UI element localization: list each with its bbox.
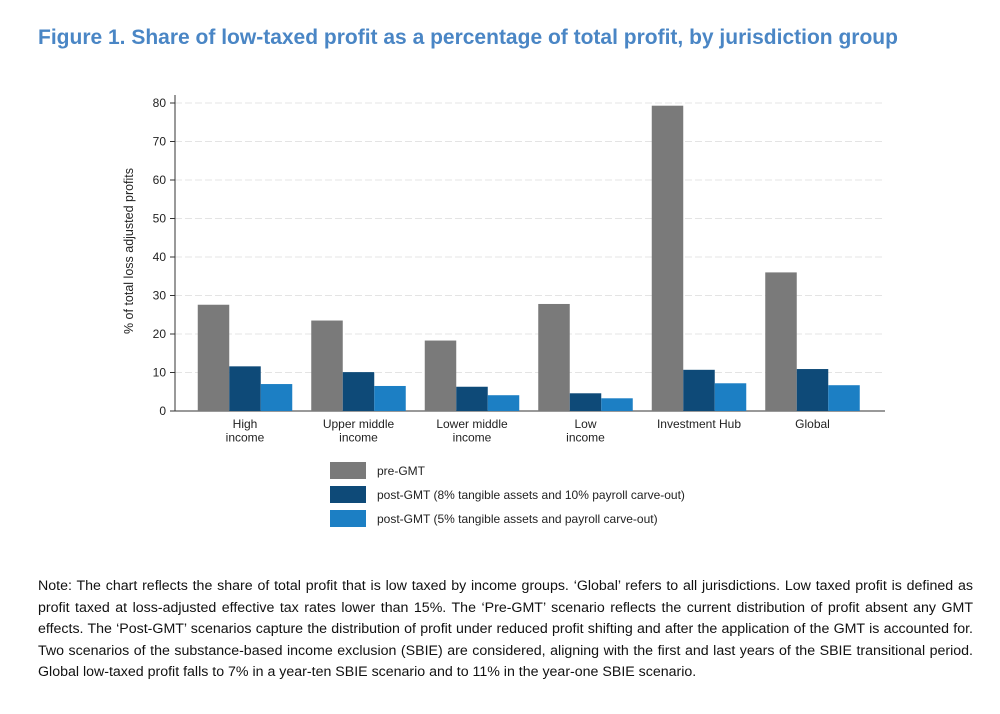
- x-tick-label: High: [233, 417, 258, 431]
- x-tick-label: income: [226, 431, 265, 445]
- bar-post-gmt-1: [456, 386, 488, 411]
- legend-label: post-GMT (5% tangible assets and payroll…: [377, 512, 658, 526]
- y-tick-label: 40: [153, 250, 167, 264]
- figure-note: Note: The chart reflects the share of to…: [38, 578, 973, 680]
- figure-title: Figure 1. Share of low-taxed profit as a…: [38, 26, 898, 49]
- y-tick-label: 70: [153, 135, 167, 149]
- x-tick-label: Low: [574, 417, 596, 431]
- x-tick-label: Lower middle: [436, 417, 508, 431]
- bar-pre-gmt: [424, 340, 457, 411]
- bar-pre-gmt: [651, 105, 684, 411]
- y-tick-label: 20: [153, 327, 167, 341]
- x-tick-label: income: [566, 431, 605, 445]
- legend-swatch: [330, 462, 366, 479]
- y-tick-label: 10: [153, 366, 167, 380]
- bar-post-gmt-2: [714, 383, 747, 411]
- legend-swatch: [330, 510, 366, 527]
- y-tick-label: 50: [153, 212, 167, 226]
- bar-post-gmt-2: [601, 398, 633, 411]
- bar-post-gmt-1: [683, 369, 715, 411]
- bar-pre-gmt: [311, 320, 343, 411]
- x-tick-label: Global: [795, 417, 830, 431]
- y-tick-label: 60: [153, 173, 167, 187]
- x-tick-label: income: [339, 431, 378, 445]
- bar-post-gmt-2: [374, 385, 406, 411]
- bar-post-gmt-1: [569, 393, 602, 411]
- bar-pre-gmt: [765, 272, 797, 411]
- bar-post-gmt-1: [229, 366, 261, 411]
- bar-post-gmt-2: [828, 385, 860, 411]
- x-tick-label: Investment Hub: [657, 417, 741, 431]
- bar-pre-gmt: [197, 304, 230, 411]
- bar-post-gmt-2: [487, 395, 520, 411]
- bar-pre-gmt: [538, 303, 570, 411]
- y-tick-label: 80: [153, 96, 167, 110]
- y-axis-label: % of total loss adjusted profits: [122, 168, 136, 334]
- y-tick-label: 0: [159, 404, 166, 418]
- legend-label: post-GMT (8% tangible assets and 10% pay…: [377, 488, 685, 502]
- bar-post-gmt-1: [796, 369, 829, 411]
- legend-label: pre-GMT: [377, 464, 426, 478]
- bar-post-gmt-1: [342, 372, 375, 411]
- legend-swatch: [330, 486, 366, 503]
- y-tick-label: 30: [153, 289, 167, 303]
- x-tick-label: Upper middle: [323, 417, 395, 431]
- bar-chart: 0 10 20 30 40 50 60 70 80 % of total loss adjuste…: [122, 95, 885, 527]
- x-tick-label: income: [453, 431, 492, 445]
- bar-post-gmt-2: [260, 384, 293, 411]
